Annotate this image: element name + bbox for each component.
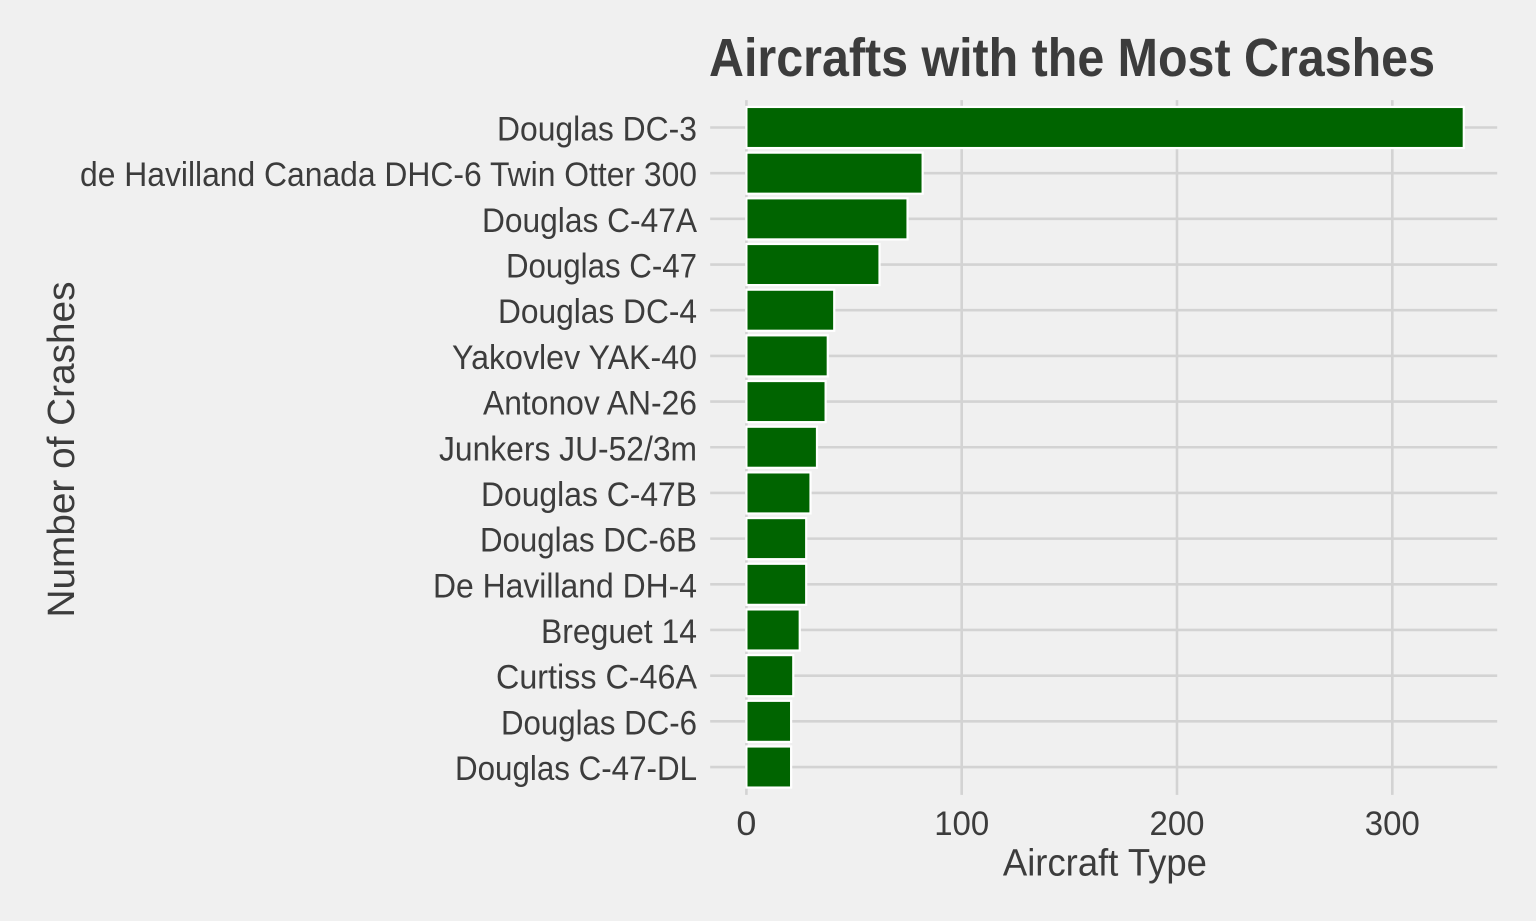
svg-text:Number of Crashes: Number of Crashes (41, 282, 83, 618)
svg-text:Douglas C-47B: Douglas C-47B (481, 476, 697, 514)
svg-text:Douglas DC-6: Douglas DC-6 (501, 704, 697, 742)
svg-text:Douglas C-47A: Douglas C-47A (482, 202, 697, 240)
svg-text:Aircraft Type: Aircraft Type (1003, 842, 1207, 884)
svg-text:200: 200 (1150, 805, 1205, 843)
svg-text:Breguet 14: Breguet 14 (541, 613, 697, 651)
svg-text:Aircrafts with the Most Crashe: Aircrafts with the Most Crashes (709, 29, 1435, 88)
svg-text:de Havilland Canada DHC-6 Twin: de Havilland Canada DHC-6 Twin Otter 300 (80, 156, 697, 194)
svg-text:Junkers JU-52/3m: Junkers JU-52/3m (439, 430, 697, 468)
svg-text:Yakovlev YAK-40: Yakovlev YAK-40 (452, 339, 697, 377)
svg-text:Douglas C-47: Douglas C-47 (506, 248, 697, 286)
svg-text:0: 0 (736, 805, 756, 843)
svg-text:De Havilland DH-4: De Havilland DH-4 (433, 567, 697, 605)
svg-text:300: 300 (1365, 805, 1420, 843)
svg-text:Antonov AN-26: Antonov AN-26 (483, 385, 697, 423)
svg-text:Douglas DC-6B: Douglas DC-6B (480, 522, 697, 560)
svg-text:Douglas C-47-DL: Douglas C-47-DL (455, 750, 697, 788)
svg-text:100: 100 (934, 805, 989, 843)
svg-text:Douglas DC-3: Douglas DC-3 (497, 111, 697, 149)
svg-text:Curtiss C-46A: Curtiss C-46A (496, 659, 697, 697)
svg-text:Douglas DC-4: Douglas DC-4 (498, 293, 697, 331)
